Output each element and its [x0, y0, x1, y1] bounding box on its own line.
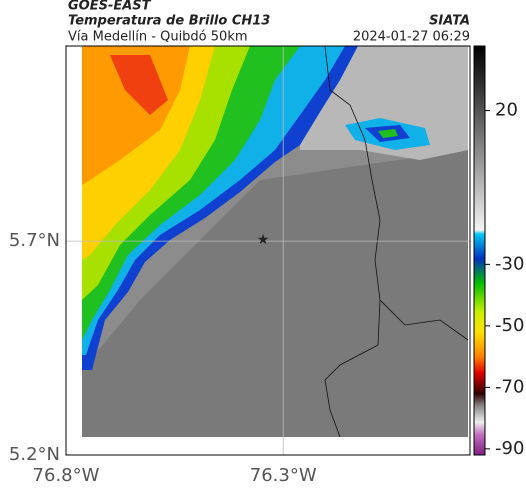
colorbar-tick-label: 20 [495, 100, 518, 121]
colorbar-tick-label: -30 [495, 253, 524, 274]
location-marker: ★ [257, 232, 270, 248]
x-tick-label: 76.8°W [33, 465, 100, 486]
colorbar-tick-label: -50 [495, 315, 524, 336]
title: Temperatura de Brillo CH13 [68, 14, 270, 29]
colorbar-tick-label: -70 [495, 376, 524, 397]
subtitle: Vía Medellín - Quibdó 50km [68, 30, 248, 45]
map-frame [65, 45, 471, 456]
agency: SIATA [429, 14, 470, 29]
y-tick-label: 5.2°N [9, 444, 60, 465]
colorbar [473, 45, 486, 456]
source: GOES-EAST [68, 0, 152, 14]
y-tick-label: 5.7°N [9, 230, 60, 251]
x-tick-label: 76.3°W [250, 465, 317, 486]
timestamp: 2024-01-27 06:29 [353, 30, 470, 45]
colorbar-tick-label: -90 [495, 438, 524, 459]
satellite-image [82, 45, 469, 438]
